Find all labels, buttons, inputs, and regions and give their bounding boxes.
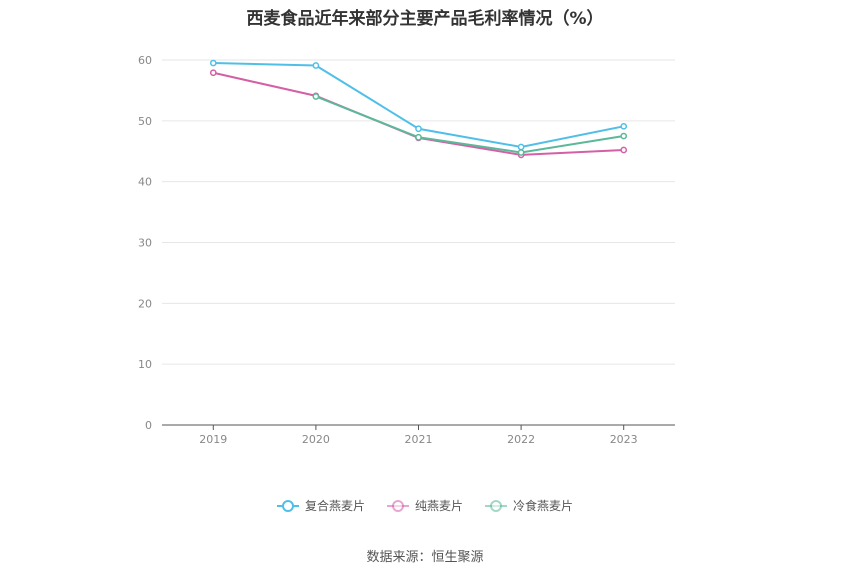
x-tick-label: 2020 xyxy=(302,433,330,446)
data-point[interactable] xyxy=(415,133,422,141)
series-1 xyxy=(209,59,628,151)
series-line xyxy=(213,71,624,156)
series-3 xyxy=(312,93,628,156)
x-tick-label: 2019 xyxy=(199,433,227,446)
y-tick-label: 0 xyxy=(145,419,152,432)
data-point[interactable] xyxy=(517,149,525,156)
axes: 0 10 20 30 40 50 60 2019 2020 2021 2022 2023 xyxy=(138,54,675,446)
series-2 xyxy=(209,69,628,159)
y-tick-label: 20 xyxy=(138,297,152,310)
data-point[interactable] xyxy=(620,132,628,140)
legend-item[interactable]: 复合燕麦片 xyxy=(276,497,365,514)
series-layer xyxy=(209,59,628,159)
legend-item[interactable]: 冷食燕麦片 xyxy=(485,497,573,514)
data-point[interactable] xyxy=(517,143,525,151)
data-point[interactable] xyxy=(312,93,320,100)
legend-label: 冷食燕麦片 xyxy=(513,499,574,513)
series-line xyxy=(315,95,624,154)
line-chart: 0 10 20 30 40 50 60 2019 2020 2021 2022 2023 xyxy=(138,54,675,446)
legend-label: 纯燕麦片 xyxy=(414,499,463,513)
source-note: 数据来源：恒生聚源 xyxy=(366,550,484,565)
data-point[interactable] xyxy=(415,125,422,133)
chart-title: 西麦食品近年来部分主要产品毛利率情况（%） xyxy=(246,9,604,29)
y-tick-label: 30 xyxy=(138,237,152,250)
x-tick-label: 2022 xyxy=(507,433,535,446)
legend-marker-icon xyxy=(386,499,409,512)
legend: 复合燕麦片 纯燕麦片 冷食燕麦片 xyxy=(0,497,850,514)
legend-marker-icon xyxy=(485,499,507,512)
grid-lines xyxy=(162,59,675,365)
x-tick-label: 2021 xyxy=(405,433,433,446)
data-point[interactable] xyxy=(312,62,320,69)
y-tick-label: 60 xyxy=(138,54,152,67)
data-point[interactable] xyxy=(209,69,217,77)
data-point[interactable] xyxy=(620,146,628,154)
y-tick-label: 50 xyxy=(138,115,152,128)
legend-label: 复合燕麦片 xyxy=(304,499,365,513)
legend-marker-icon xyxy=(276,499,299,512)
legend-item[interactable]: 纯燕麦片 xyxy=(386,497,463,514)
y-tick-label: 10 xyxy=(138,358,152,371)
data-point[interactable] xyxy=(620,122,628,130)
y-tick-label: 40 xyxy=(138,176,152,189)
data-point[interactable] xyxy=(209,59,217,67)
x-tick-label: 2023 xyxy=(610,433,638,446)
